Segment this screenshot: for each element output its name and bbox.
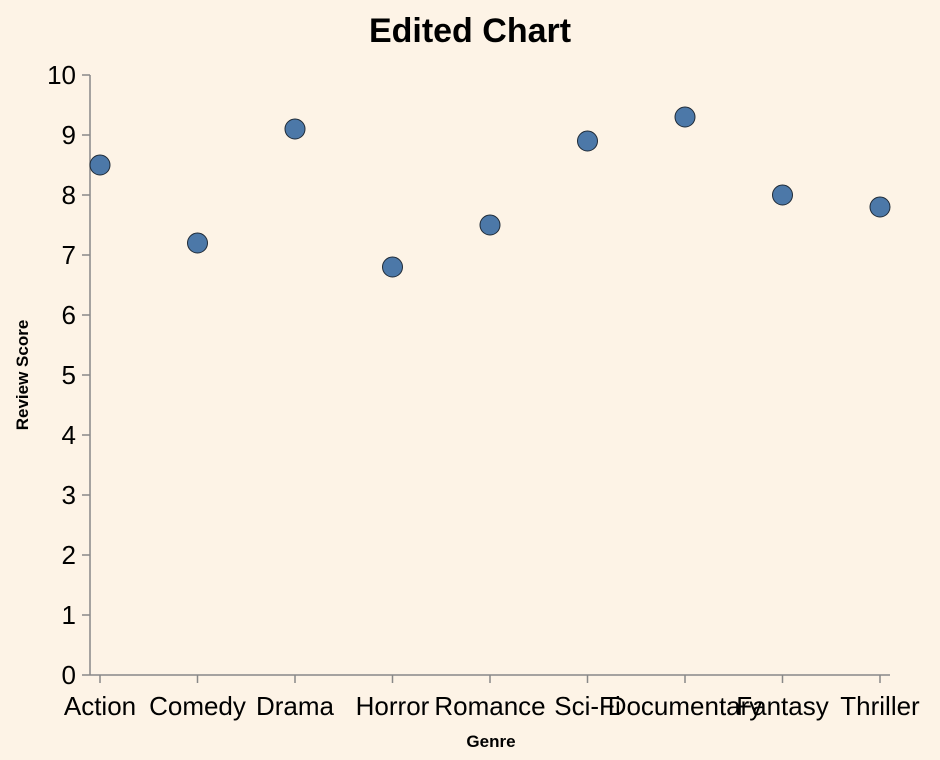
x-axis-title: Genre [466, 732, 515, 751]
y-tick-label: 8 [62, 180, 76, 210]
y-tick-label: 4 [62, 420, 76, 450]
y-tick-label: 9 [62, 120, 76, 150]
y-tick-label: 1 [62, 600, 76, 630]
x-axis-ticks: Action Comedy Drama Horror Romance Sci-FiDocu… [64, 675, 920, 721]
y-tick-label: 10 [47, 60, 76, 90]
x-tick-label: Fantasy [736, 691, 829, 721]
data-points [89, 106, 891, 278]
data-point-thriller[interactable] [869, 196, 891, 218]
y-axis-ticks: 0 1 2 3 4 5 6 7 8 9 10 [47, 60, 90, 690]
y-tick-label: 6 [62, 300, 76, 330]
y-axis-title: Review Score [13, 320, 32, 431]
y-tick-label: 5 [62, 360, 76, 390]
data-point-drama[interactable] [284, 118, 306, 140]
y-tick-label: 2 [62, 540, 76, 570]
x-tick-label: Thriller [840, 691, 920, 721]
x-tick-label: Comedy [149, 691, 246, 721]
x-tick-label: Drama [256, 691, 335, 721]
x-tick-label: Action [64, 691, 136, 721]
data-point-fantasy[interactable] [772, 184, 793, 206]
data-point-action[interactable] [89, 154, 111, 176]
chart-title: Edited Chart [369, 12, 571, 50]
x-tick-label: Romance [434, 691, 545, 721]
y-tick-label: 0 [62, 660, 76, 690]
data-point-horror[interactable] [382, 256, 403, 278]
data-point-sci-fi[interactable] [577, 130, 598, 152]
data-point-documentary[interactable] [674, 106, 696, 128]
data-point-comedy[interactable] [187, 232, 208, 254]
y-tick-label: 3 [62, 480, 76, 510]
y-tick-label: 7 [62, 240, 76, 270]
x-tick-label: Sci-Fi [554, 691, 620, 721]
x-tick-label: Horror [356, 691, 430, 721]
data-point-romance[interactable] [479, 214, 501, 236]
x-tick-label: Documentary [608, 691, 763, 721]
